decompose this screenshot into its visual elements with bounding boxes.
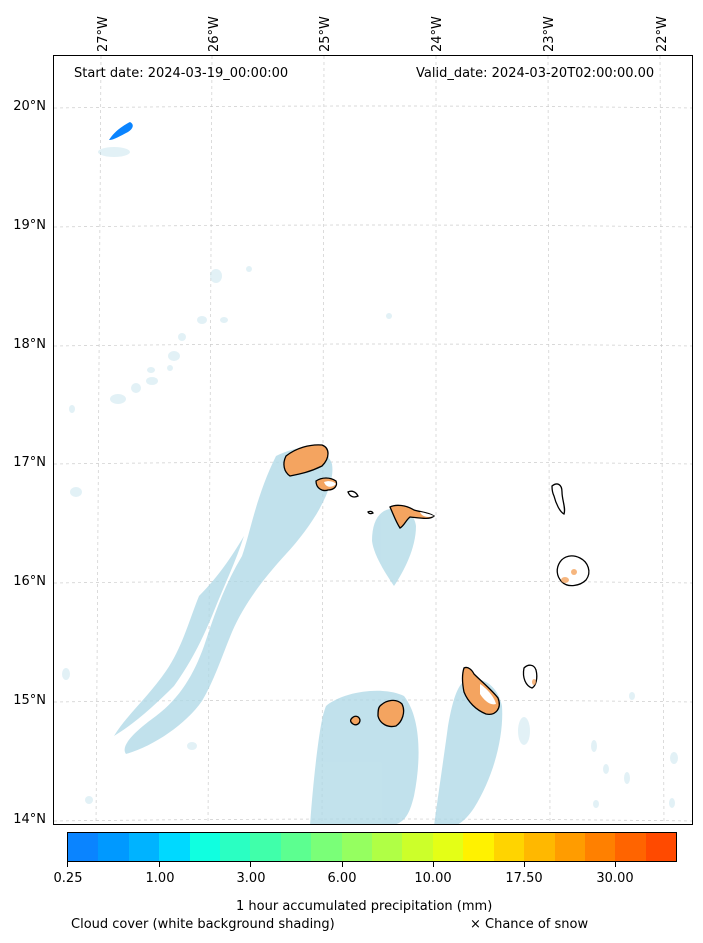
parallel-17n [54,461,692,465]
islands [283,444,590,728]
colorbar-label-6: 30.00 [596,871,634,886]
start-date-label: Start date: 2024-03-19_00:00:00 [74,66,289,81]
island-brava [349,715,361,726]
colorbar-tick-4 [433,862,434,867]
parallel-18n [54,343,692,347]
precip-patch-nw [109,122,133,140]
map-canvas [54,56,692,824]
island-sal [551,483,566,515]
colorbar-swatch [250,833,281,861]
meridian-26w [207,56,213,824]
colorbar-swatch [463,833,494,861]
lat-label-14n: 14°N [13,812,46,827]
colorbar-tick-2 [250,862,251,867]
colorbar-swatch [372,833,403,861]
colorbar-swatch [524,833,555,861]
colorbar-tick-0 [67,862,68,867]
parallel-19n [54,224,692,228]
colorbar-tick-6 [615,862,616,867]
island-fogo [377,699,405,728]
island-santo-antao [283,444,329,477]
meridian-25w [321,56,325,824]
colorbar-swatch [189,833,221,861]
lat-label-20n: 20°N [13,99,46,114]
colorbar-swatch [98,833,129,861]
lon-label-27w: 27°W [96,16,111,52]
colorbar-swatch [159,833,190,861]
colorbar-swatch [615,833,646,861]
cloud-plume-west-wisp [114,536,244,736]
lon-label-25w: 25°W [318,16,333,52]
colorbar-swatch [341,833,373,861]
meridian-27w [95,56,102,824]
cloud-plume-sao-nicolau [372,508,416,586]
meridian-23w [547,56,551,824]
map-panel [53,55,693,825]
colorbar-label-3: 6.00 [327,871,357,886]
parallel-20n [54,105,692,109]
faint-clouds [62,147,678,808]
colorbar-swatch [584,833,616,861]
colorbar-swatch [493,833,525,861]
parallel-16n [54,580,692,584]
lat-label-16n: 16°N [13,574,46,589]
island-orange-spots [532,569,577,685]
lat-label-19n: 19°N [13,218,46,233]
lon-label-26w: 26°W [207,16,222,52]
cloud-plume-santo-antao [124,447,333,754]
colorbar-swatch [128,833,160,861]
island-sao-nicolau [389,504,436,529]
island-santa-luzia [347,490,359,498]
colorbar-label-4: 10.00 [414,871,452,886]
meridian-22w [659,56,665,824]
colorbar-swatch [311,833,342,861]
cloud-plume-santiago [434,679,503,824]
cloud-plumes [114,447,503,824]
lat-label-17n: 17°N [13,455,46,470]
colorbar-swatch [402,833,433,861]
colorbar-swatch [220,833,251,861]
colorbar-label-1: 1.00 [145,871,175,886]
precip-light [109,122,133,140]
colorbar-swatch [432,833,464,861]
colorbar-label-0: 0.25 [53,871,83,886]
colorbar-tick-1 [159,862,160,867]
colorbar-swatch [554,833,585,861]
lat-label-15n: 15°N [13,693,46,708]
colorbar-swatch [68,833,99,861]
lon-label-23w: 23°W [542,16,557,52]
valid-date-label: Valid_date: 2024-03-20T02:00:00.00 [416,66,655,81]
colorbar-tick-5 [524,862,525,867]
colorbar-tick-3 [342,862,343,867]
colorbar-label-2: 3.00 [236,871,266,886]
colorbar-label-5: 17.50 [505,871,543,886]
lat-label-18n: 18°N [13,337,46,352]
island-branco [367,510,374,515]
precip-colorbar [67,832,677,862]
colorbar-title: 1 hour accumulated precipitation (mm) [236,899,493,914]
cloud-cover-legend: Cloud cover (white background shading) [71,917,335,932]
lon-label-24w: 24°W [430,16,445,52]
colorbar-swatch [280,833,312,861]
island-dry-areas [324,481,496,705]
lon-label-22w: 22°W [655,16,670,52]
snow-legend: × Chance of snow [470,917,589,932]
colorbar-swatch [645,833,677,861]
